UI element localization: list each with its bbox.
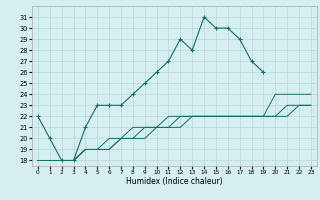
X-axis label: Humidex (Indice chaleur): Humidex (Indice chaleur) [126,177,223,186]
